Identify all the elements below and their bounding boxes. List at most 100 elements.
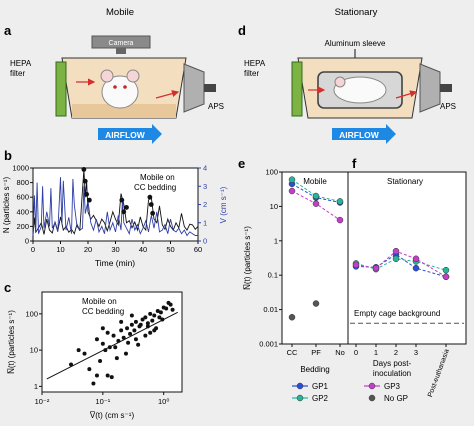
chart-e-ytick-label: 10 [270, 202, 278, 211]
chart-b-ytick-left-label: 800 [16, 178, 29, 187]
chart-c-point [82, 351, 87, 356]
chart-c-point [109, 375, 114, 380]
chart-c-xtick-label: 10⁰ [158, 397, 169, 406]
panel-a-title: Mobile [106, 7, 134, 18]
chart-c-ytick-label: 1 [34, 382, 38, 391]
chart-e-xlabel: Bedding [300, 365, 329, 374]
chart-c-point [164, 306, 169, 311]
chart-f-point [352, 261, 360, 269]
chart-c-fit-line [46, 311, 178, 380]
mouse-body [333, 76, 387, 104]
chart-c-point [150, 318, 155, 323]
chart-f-title: Stationary [387, 177, 423, 186]
chart-b-ytick-left-label: 200 [16, 222, 29, 231]
chart-c: 10⁻² 10⁻¹ 10⁰ 1 10 100 Mobile on CC bedding V… [7, 291, 183, 420]
chart-c-point [168, 302, 173, 307]
chart-c-point [140, 317, 145, 322]
panel-d-title: Stationary [335, 7, 378, 18]
chart-e-title: Mobile [303, 177, 327, 186]
legend-label: No GP [384, 394, 408, 403]
legend-label: GP2 [312, 394, 329, 403]
camera-label: Camera [109, 40, 134, 47]
chart-c-point [126, 340, 131, 345]
chart-f-point [442, 273, 450, 281]
panel-a-illustration: Mobile Camera HEPA filter APS AIRFLOW [10, 7, 224, 144]
chart-b-xtick-label: 60 [194, 245, 202, 254]
chart-c-point [133, 337, 138, 342]
aps-funnel [183, 63, 205, 113]
chart-c-point [91, 381, 96, 386]
plot-area [347, 171, 467, 345]
chart-f-point [392, 255, 400, 263]
chart-c-xtick-label: 10⁻² [35, 397, 50, 406]
chart-b-marker [124, 205, 129, 210]
chart-b-xtick-label: 10 [56, 245, 64, 254]
chart-c-point [158, 310, 163, 315]
chart-f-xtick-label: 1 [374, 348, 378, 357]
chart-c-ytick-label: 100 [25, 309, 38, 318]
chart-c-point [129, 322, 134, 327]
mouse-eye-right [123, 85, 127, 89]
airflow-arrow [332, 124, 396, 144]
chart-b-ytick-left-label: 400 [16, 207, 29, 216]
chart-c-ytick-label: 10 [30, 346, 38, 355]
chart-e-point [312, 300, 320, 307]
chart-e-point [288, 176, 296, 183]
chart-f-xtick-label: Post-euthanasia [427, 348, 451, 398]
filter-label: filter [244, 69, 259, 78]
chart-b-ytick-left-label: 0 [25, 237, 29, 246]
panel-letter-b: b [4, 148, 12, 163]
chart-e-point [336, 216, 344, 224]
aps-funnel [419, 63, 441, 113]
chart-c-point [76, 348, 81, 353]
chart-f-point [372, 264, 380, 272]
chart-e-ytick-label: 0.001 [259, 340, 278, 349]
mouse-ear-left [100, 69, 114, 83]
chart-f-xlabel-line2: inoculation [373, 369, 411, 378]
chart-f-xtick-label: 2 [394, 348, 398, 357]
chart-c-point [129, 313, 134, 318]
panel-letter-e: e [238, 156, 245, 171]
chart-c-point [100, 326, 105, 331]
legend-label: GP1 [312, 382, 329, 391]
chart-c-point [152, 328, 157, 333]
chart-c-point [148, 330, 153, 335]
chart-c-point [94, 373, 99, 378]
chart-c-point [155, 308, 160, 313]
chart-b-ytick-left-label: 1000 [12, 164, 29, 173]
chart-c-annotation-2: CC bedding [82, 307, 124, 316]
chart-c-point [170, 307, 175, 312]
airflow-arrow [98, 124, 162, 144]
chart-b-ytick-right-label: 2 [203, 200, 207, 209]
flow-arrow [155, 90, 180, 99]
chart-c-ylabel: N̅(t) (particles s⁻¹) [7, 310, 16, 374]
chart-c-point [157, 315, 162, 320]
chart-b-marker [82, 178, 88, 184]
chart-b-xtick-label: 30 [111, 245, 119, 254]
chart-c-point [128, 331, 133, 336]
aps-label: APS [208, 102, 224, 111]
chart-c-point [138, 322, 143, 327]
chart-b-xtick-label: 20 [84, 245, 92, 254]
panel-d-illustration: Stationary Aluminum sleeve HEPA filter A… [244, 7, 456, 144]
chart-e-ytick-label: 0.01 [263, 305, 278, 314]
chart-c-point [152, 313, 157, 318]
hepa-label: HEPA [244, 59, 266, 68]
hepa-filter [55, 61, 67, 117]
chart-c-point [145, 321, 150, 326]
chart-c-point [94, 337, 99, 342]
chart-b-xlabel: Time (min) [95, 258, 135, 268]
legend-label: GP3 [384, 382, 401, 391]
mouse-body [101, 75, 139, 109]
chart-c-point [136, 342, 141, 347]
chart-f-point [392, 247, 400, 255]
chart-c-point [133, 319, 138, 324]
chart-e-xtick-label: PF [311, 348, 321, 357]
chart-b-marker [119, 197, 125, 203]
chart-f: Stationary 0 1 2 3 Post-euthanasia Empty cag… [347, 171, 467, 398]
chart-b-xtick-label: 50 [166, 245, 174, 254]
mouse-ear [334, 76, 346, 88]
chart-b-marker [86, 197, 92, 203]
